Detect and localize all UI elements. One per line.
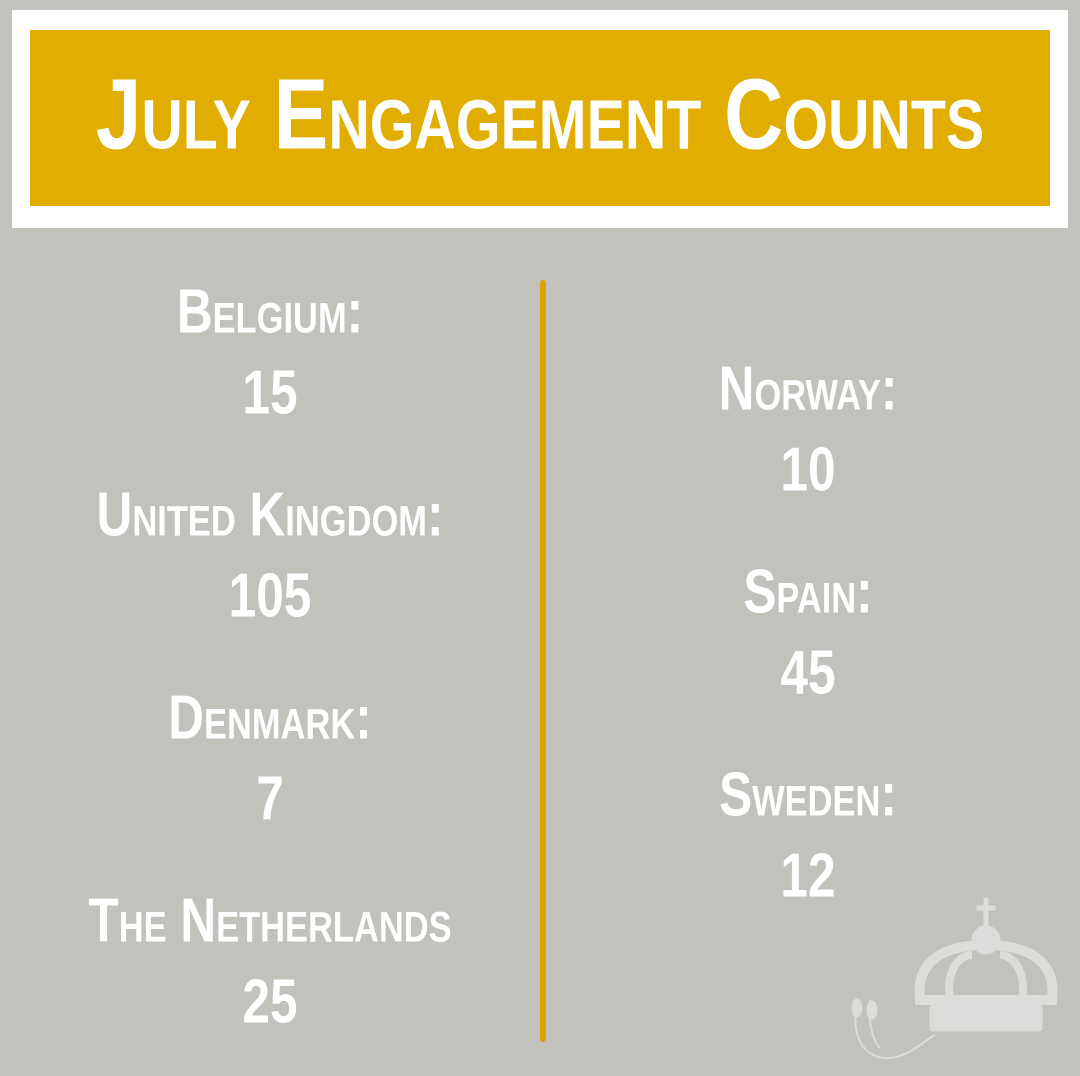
title: July Engagement Counts <box>96 59 984 171</box>
count-group: 105 <box>229 560 312 630</box>
country-label: United Kingdom: <box>97 479 444 549</box>
label-group: Belgium: <box>177 276 363 346</box>
label-group: Spain: <box>743 556 872 626</box>
country-label: The Netherlands <box>88 885 451 955</box>
crown-logo <box>851 897 1058 1060</box>
items: Belgium: 15 United Kingdom: 105 Denmark: 7 The… <box>88 276 897 1036</box>
title-group: July Engagement Counts <box>96 59 984 171</box>
engagement-count: 7 <box>256 763 284 833</box>
engagement-count: 15 <box>242 357 297 427</box>
label-group: Norway: <box>719 353 898 423</box>
label-group: United Kingdom: <box>97 479 444 549</box>
engagement-count: 12 <box>780 840 835 910</box>
label-group: Denmark: <box>168 682 372 752</box>
count-group: 15 <box>242 357 297 427</box>
divider <box>540 280 546 1042</box>
label-group: Sweden: <box>719 759 897 829</box>
engagement-count: 105 <box>229 560 312 630</box>
label-group: The Netherlands <box>88 885 451 955</box>
count-group: 45 <box>780 637 835 707</box>
country-label: Spain: <box>743 556 872 626</box>
title-banner <box>30 30 1050 206</box>
country-label: Denmark: <box>168 682 372 752</box>
country-label: Belgium: <box>177 276 363 346</box>
engagement-count: 25 <box>242 966 297 1036</box>
count-group: 10 <box>780 434 835 504</box>
engagement-count: 10 <box>780 434 835 504</box>
count-group: 12 <box>780 840 835 910</box>
count-group: 25 <box>242 966 297 1036</box>
count-group: 7 <box>256 763 284 833</box>
engagement-count: 45 <box>780 637 835 707</box>
country-label: Sweden: <box>719 759 897 829</box>
country-label: Norway: <box>719 353 898 423</box>
